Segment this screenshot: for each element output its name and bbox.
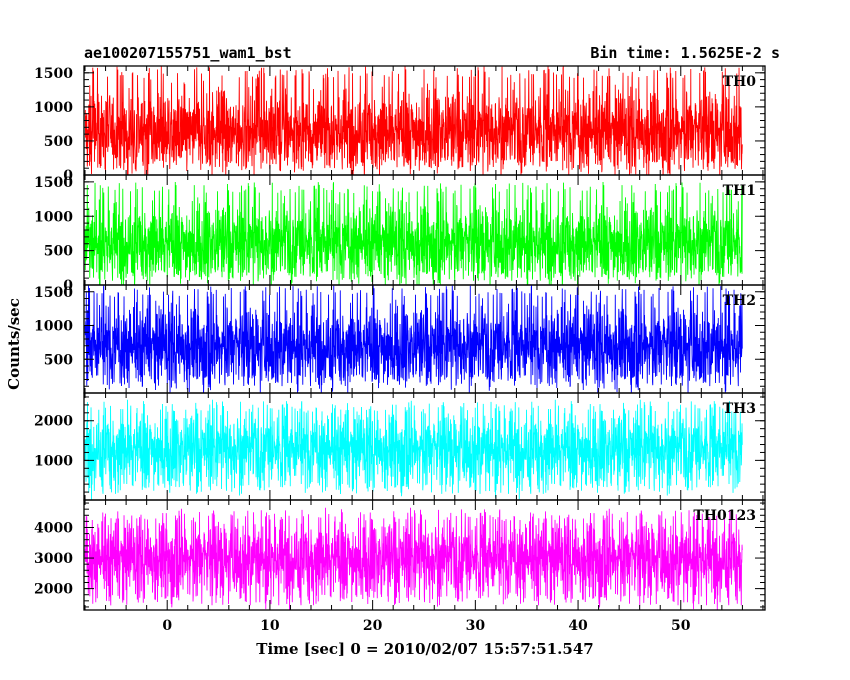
- series-th0123-curve: [84, 507, 743, 610]
- series-label-th0123: TH0123: [693, 508, 756, 524]
- y-tick-label-th1-1500: 1500: [34, 175, 73, 191]
- y-tick-label-th0-500: 500: [44, 134, 73, 150]
- y-axis-label: Counts/sec: [5, 298, 23, 390]
- x-tick-label-10: 10: [260, 618, 280, 634]
- series-label-th1: TH1: [723, 183, 756, 199]
- y-tick-label-th0-1000: 1000: [34, 100, 73, 116]
- series-label-th0: TH0: [723, 74, 757, 90]
- y-tick-label-th0-0: 0: [63, 168, 73, 184]
- series-th2-curve: [84, 285, 743, 393]
- y-tick-label-th1-0: 0: [63, 278, 73, 294]
- x-tick-label-20: 20: [363, 618, 383, 634]
- series-label-th2: TH2: [723, 293, 756, 309]
- y-tick-label-th1-500: 500: [44, 244, 73, 260]
- y-tick-label-th2-500: 500: [44, 352, 73, 368]
- y-tick-label-th3-2000: 2000: [34, 414, 73, 430]
- series-label-th3: TH3: [723, 401, 756, 417]
- series-th3-curve: [84, 399, 743, 500]
- x-tick-label-40: 40: [568, 618, 588, 634]
- y-tick-label-th0123-2000: 2000: [34, 582, 73, 598]
- y-tick-label-th0123-4000: 4000: [34, 521, 73, 537]
- x-tick-label-30: 30: [466, 618, 486, 634]
- chart-title-right: Bin time: 1.5625E-2 s: [590, 44, 780, 62]
- chart-title-left: ae100207155751_wam1_bst: [84, 44, 292, 62]
- x-tick-label-50: 50: [671, 618, 691, 634]
- panel-frame-th0123: [83, 499, 766, 611]
- y-tick-label-th2-1000: 1000: [34, 319, 73, 335]
- y-tick-label-th0-1500: 1500: [34, 66, 73, 82]
- x-axis-label: Time [sec] 0 = 2010/02/07 15:57:51.547: [256, 640, 594, 658]
- y-tick-label-th3-1000: 1000: [34, 453, 73, 469]
- x-tick-label-0: 0: [162, 618, 172, 634]
- series-th0-curve: [84, 66, 743, 175]
- y-tick-label-th0123-3000: 3000: [34, 551, 73, 567]
- y-tick-label-th1-1000: 1000: [34, 209, 73, 225]
- series-th1-curve: [84, 181, 743, 285]
- y-tick-label-th2-1500: 1500: [34, 285, 73, 301]
